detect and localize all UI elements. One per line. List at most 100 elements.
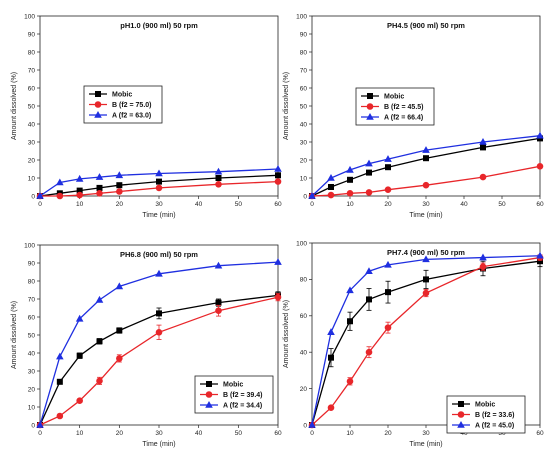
data-point xyxy=(36,192,44,199)
data-point xyxy=(536,251,544,259)
data-point xyxy=(96,184,103,191)
x-tick-label: 40 xyxy=(195,430,203,437)
legend-entry: Mobic xyxy=(475,402,495,409)
x-tick-label: 10 xyxy=(76,201,84,208)
data-point xyxy=(274,258,282,265)
y-tick-label: 10 xyxy=(300,175,308,182)
data-point xyxy=(115,171,124,179)
data-point xyxy=(215,307,222,315)
data-point xyxy=(422,255,430,263)
data-point xyxy=(215,181,222,188)
y-axis-label: Amount dissolved (%) xyxy=(283,72,290,140)
series-circle xyxy=(36,178,282,200)
legend: Mobic B (f2 = 39.4) A (f2 = 34.4) xyxy=(194,375,274,414)
series-line xyxy=(39,261,279,426)
data-point xyxy=(96,190,103,197)
data-point xyxy=(422,146,430,153)
legend-marker xyxy=(205,391,213,398)
y-tick-label: 90 xyxy=(28,31,36,38)
series-circle xyxy=(308,163,544,200)
legend-entry: B (f2 = 75.0) xyxy=(112,102,152,109)
data-point xyxy=(479,173,487,181)
data-point xyxy=(423,276,429,283)
data-point xyxy=(274,293,282,301)
data-point xyxy=(347,318,353,325)
x-tick-label: 0 xyxy=(38,430,42,437)
y-tick-label: 100 xyxy=(296,240,307,247)
y-tick-label: 0 xyxy=(31,193,35,200)
data-point xyxy=(536,131,544,139)
data-point xyxy=(214,261,223,269)
data-point xyxy=(384,324,392,331)
data-point xyxy=(56,378,63,385)
legend-entry: B (f2 = 33.6) xyxy=(475,412,515,419)
data-point xyxy=(56,192,64,200)
data-point xyxy=(116,188,123,195)
x-tick-label: 60 xyxy=(274,201,282,208)
series-line xyxy=(39,294,279,426)
y-tick-label: 100 xyxy=(296,13,307,20)
data-point xyxy=(156,310,162,317)
x-tick-label: 30 xyxy=(155,430,163,437)
x-tick-label: 30 xyxy=(422,430,430,437)
data-point xyxy=(214,167,223,175)
y-tick-label: 0 xyxy=(303,422,307,429)
x-tick-label: 40 xyxy=(460,430,468,437)
series-triangle xyxy=(308,251,544,428)
data-point xyxy=(308,192,316,199)
data-point xyxy=(327,328,335,335)
x-tick-label: 30 xyxy=(155,201,163,208)
data-point xyxy=(116,355,123,362)
data-point xyxy=(115,282,124,290)
series-line xyxy=(39,168,279,197)
y-tick-label: 0 xyxy=(31,422,35,429)
data-point xyxy=(56,352,64,360)
y-tick-label: 30 xyxy=(300,139,308,146)
data-point xyxy=(480,144,486,151)
data-point xyxy=(365,348,373,356)
series-line xyxy=(311,137,541,197)
y-tick-label: 50 xyxy=(28,332,36,339)
data-point xyxy=(155,169,163,177)
data-point xyxy=(327,404,335,412)
y-tick-label: 100 xyxy=(24,13,35,20)
series-line xyxy=(39,174,279,197)
y-axis-label: Amount dissolved (%) xyxy=(283,300,290,368)
legend-marker xyxy=(205,401,213,408)
chart-panel-1: pH1.0 (900 ml) 50 rpm 0 10 20 30 40 50 60 0 10 20 3… xyxy=(11,13,282,219)
x-tick-label: 50 xyxy=(498,201,506,208)
data-point xyxy=(95,295,104,303)
legend-marker xyxy=(367,93,373,99)
y-tick-label: 80 xyxy=(28,49,36,56)
legend-entry: A (f2 = 34.4) xyxy=(223,403,262,410)
series-triangle xyxy=(36,258,282,428)
x-tick-label: 20 xyxy=(116,430,124,437)
y-axis-label: Amount dissolved (%) xyxy=(11,72,18,140)
y-tick-label: 100 xyxy=(24,242,35,249)
chart-panel-4: PH7.4 (900 ml) 50 rpm 0 10 20 30 40 50 60 0 20 40 6… xyxy=(283,240,544,448)
y-tick-label: 80 xyxy=(28,278,36,285)
data-point xyxy=(327,174,335,181)
data-point xyxy=(308,421,316,428)
x-tick-label: 20 xyxy=(384,201,392,208)
data-point xyxy=(215,175,222,181)
y-tick-label: 60 xyxy=(300,313,308,320)
legend-entry: A (f2 = 63.0) xyxy=(112,113,151,120)
legend: Mobic B (f2 = 33.6) A (f2 = 45.0) xyxy=(446,395,526,434)
x-axis-label: Time (min) xyxy=(409,212,442,219)
data-point xyxy=(36,421,44,428)
legend-entry: Mobic xyxy=(112,92,132,99)
x-tick-label: 30 xyxy=(422,201,430,208)
series-line xyxy=(311,260,541,426)
panel-title: PH6.8 (900 ml) 50 rpm xyxy=(120,250,198,259)
data-point xyxy=(423,155,429,162)
legend-marker xyxy=(94,101,102,108)
data-point xyxy=(365,267,373,275)
y-tick-label: 80 xyxy=(300,49,308,56)
y-tick-label: 90 xyxy=(28,260,36,267)
data-point xyxy=(75,174,84,182)
data-point xyxy=(56,178,64,186)
data-point xyxy=(116,182,123,189)
y-tick-label: 90 xyxy=(300,31,308,38)
